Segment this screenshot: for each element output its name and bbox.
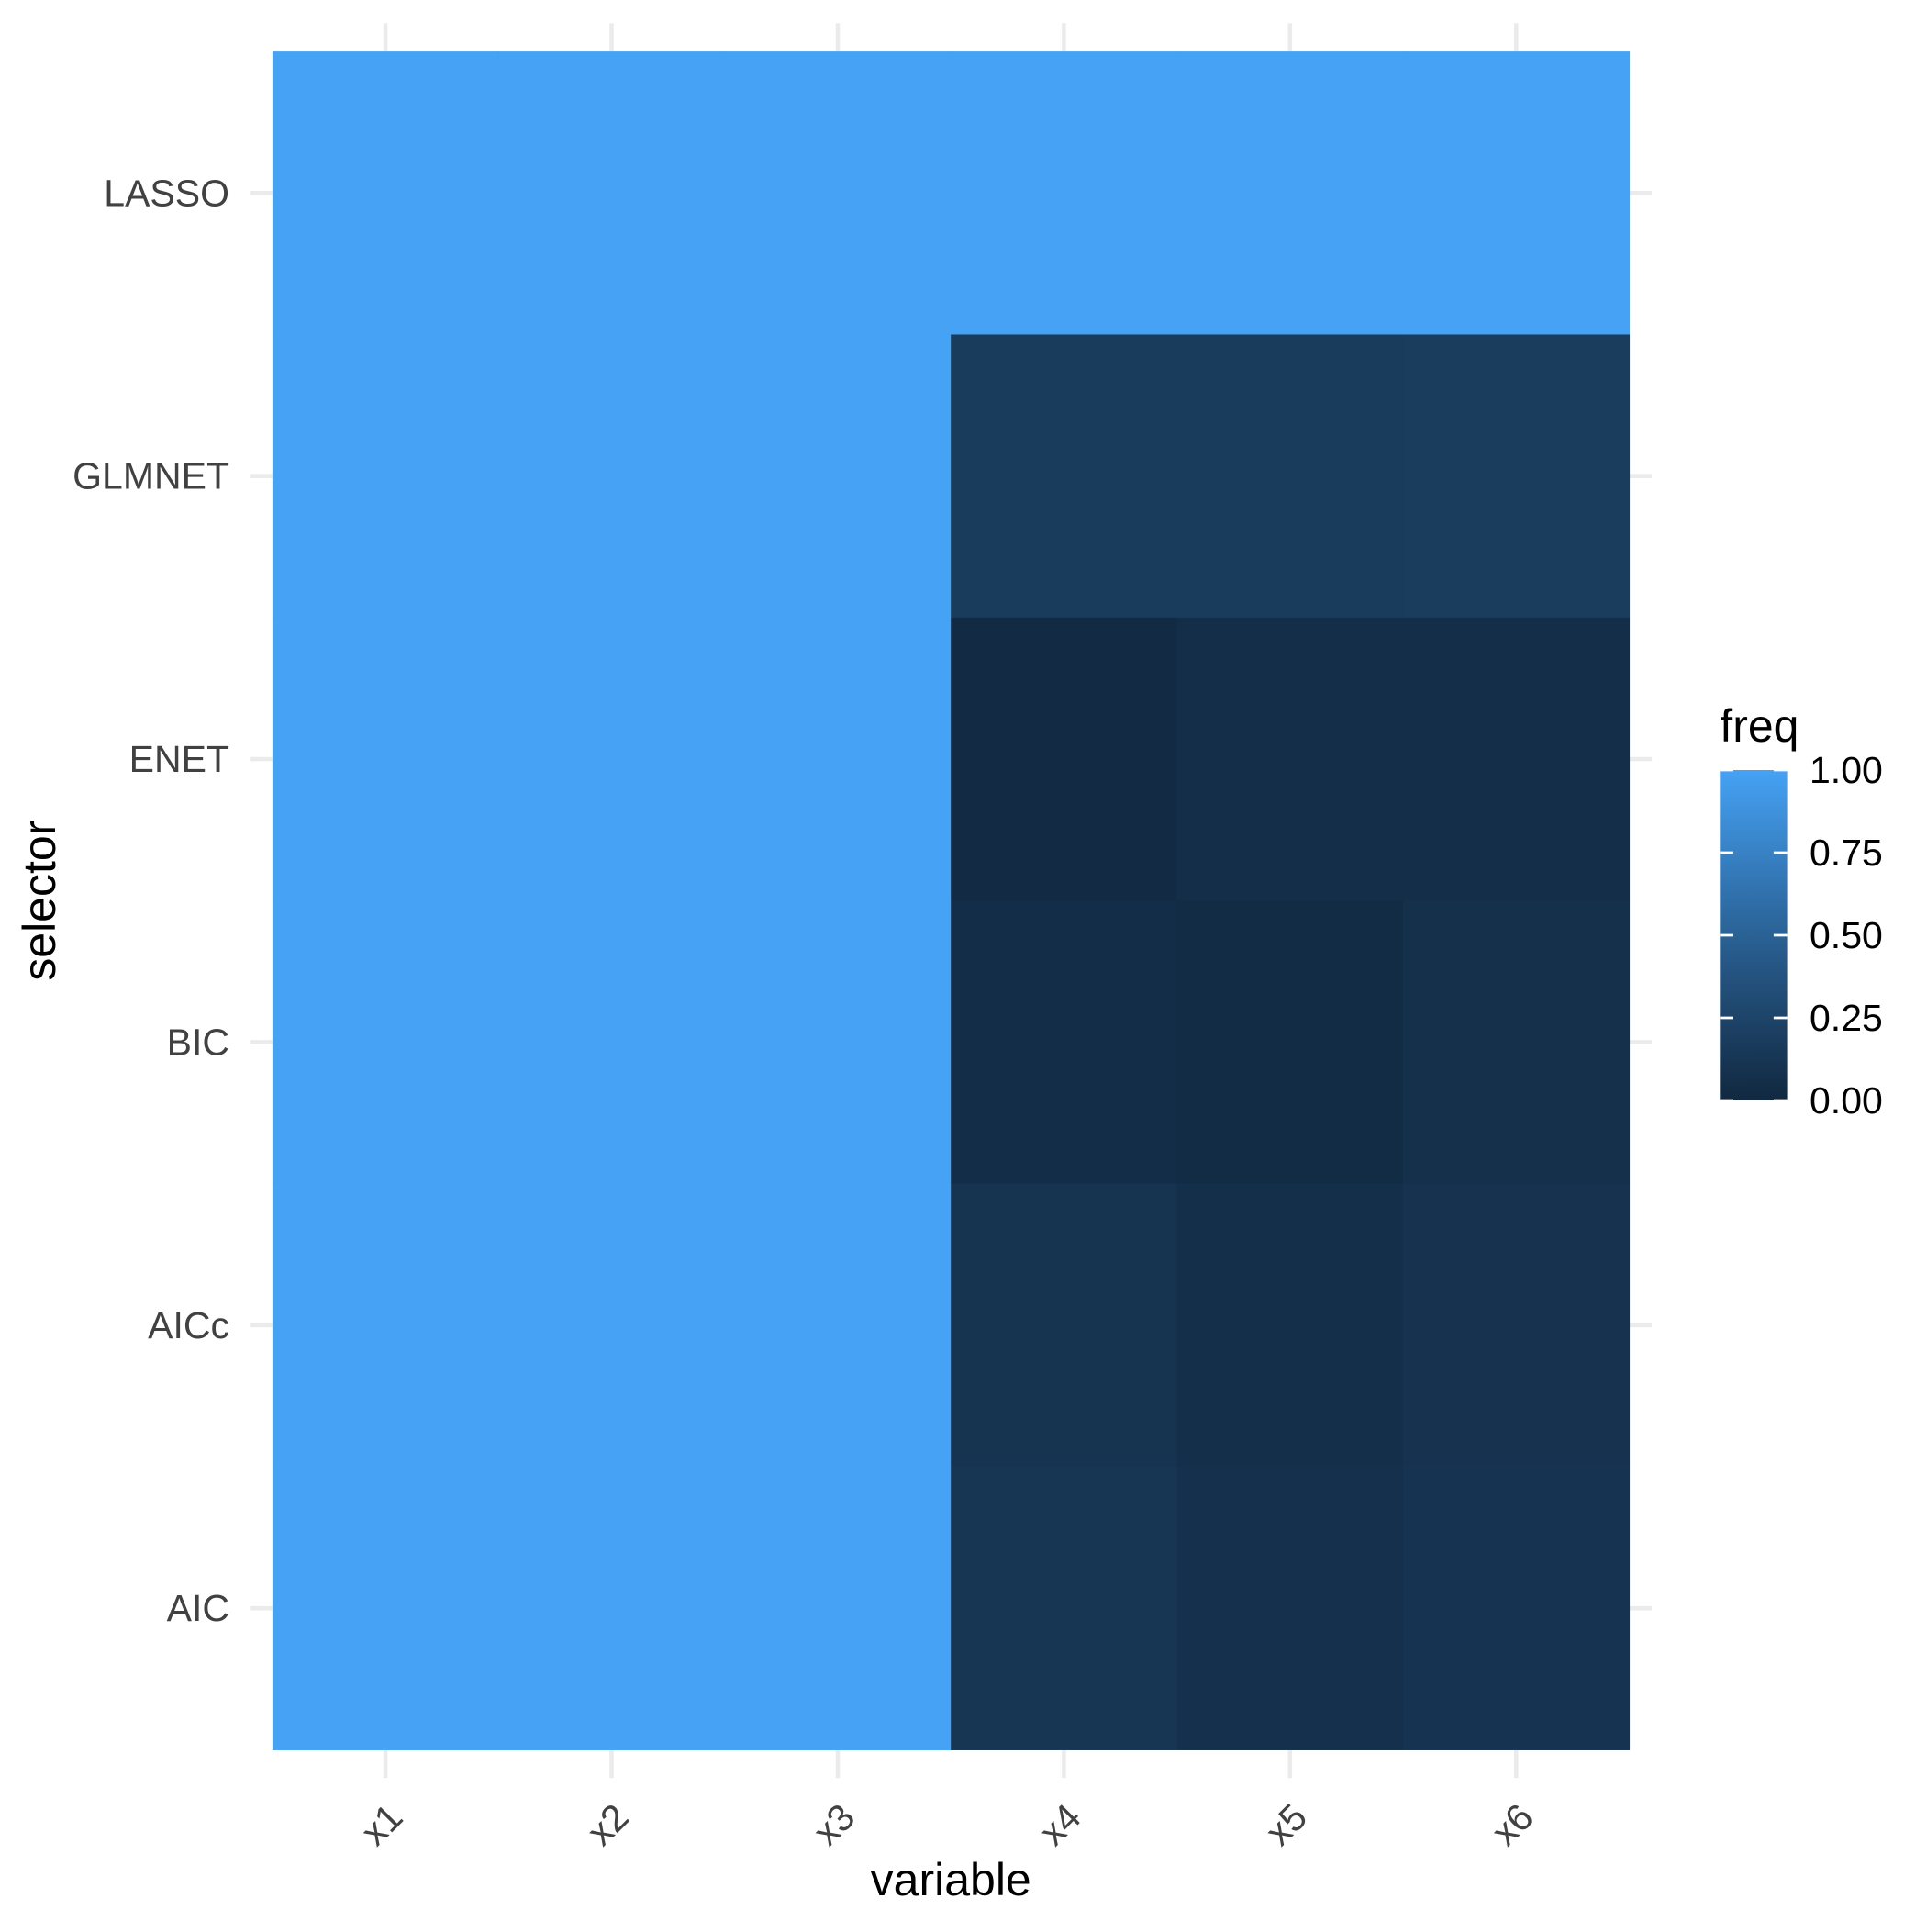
svg-text:LASSO: LASSO: [104, 172, 229, 214]
svg-text:variable: variable: [871, 1854, 1031, 1905]
svg-text:0.25: 0.25: [1810, 997, 1883, 1039]
svg-text:0.50: 0.50: [1810, 914, 1883, 956]
svg-text:freq: freq: [1720, 700, 1799, 752]
svg-text:0.75: 0.75: [1810, 832, 1883, 874]
svg-text:selector: selector: [14, 821, 65, 981]
svg-text:AICc: AICc: [148, 1304, 229, 1346]
svg-text:0.00: 0.00: [1810, 1079, 1883, 1122]
svg-text:BIC: BIC: [167, 1021, 229, 1063]
svg-text:1.00: 1.00: [1810, 749, 1883, 791]
svg-text:ENET: ENET: [129, 738, 229, 780]
svg-text:GLMNET: GLMNET: [72, 455, 229, 497]
svg-text:AIC: AIC: [167, 1587, 229, 1629]
